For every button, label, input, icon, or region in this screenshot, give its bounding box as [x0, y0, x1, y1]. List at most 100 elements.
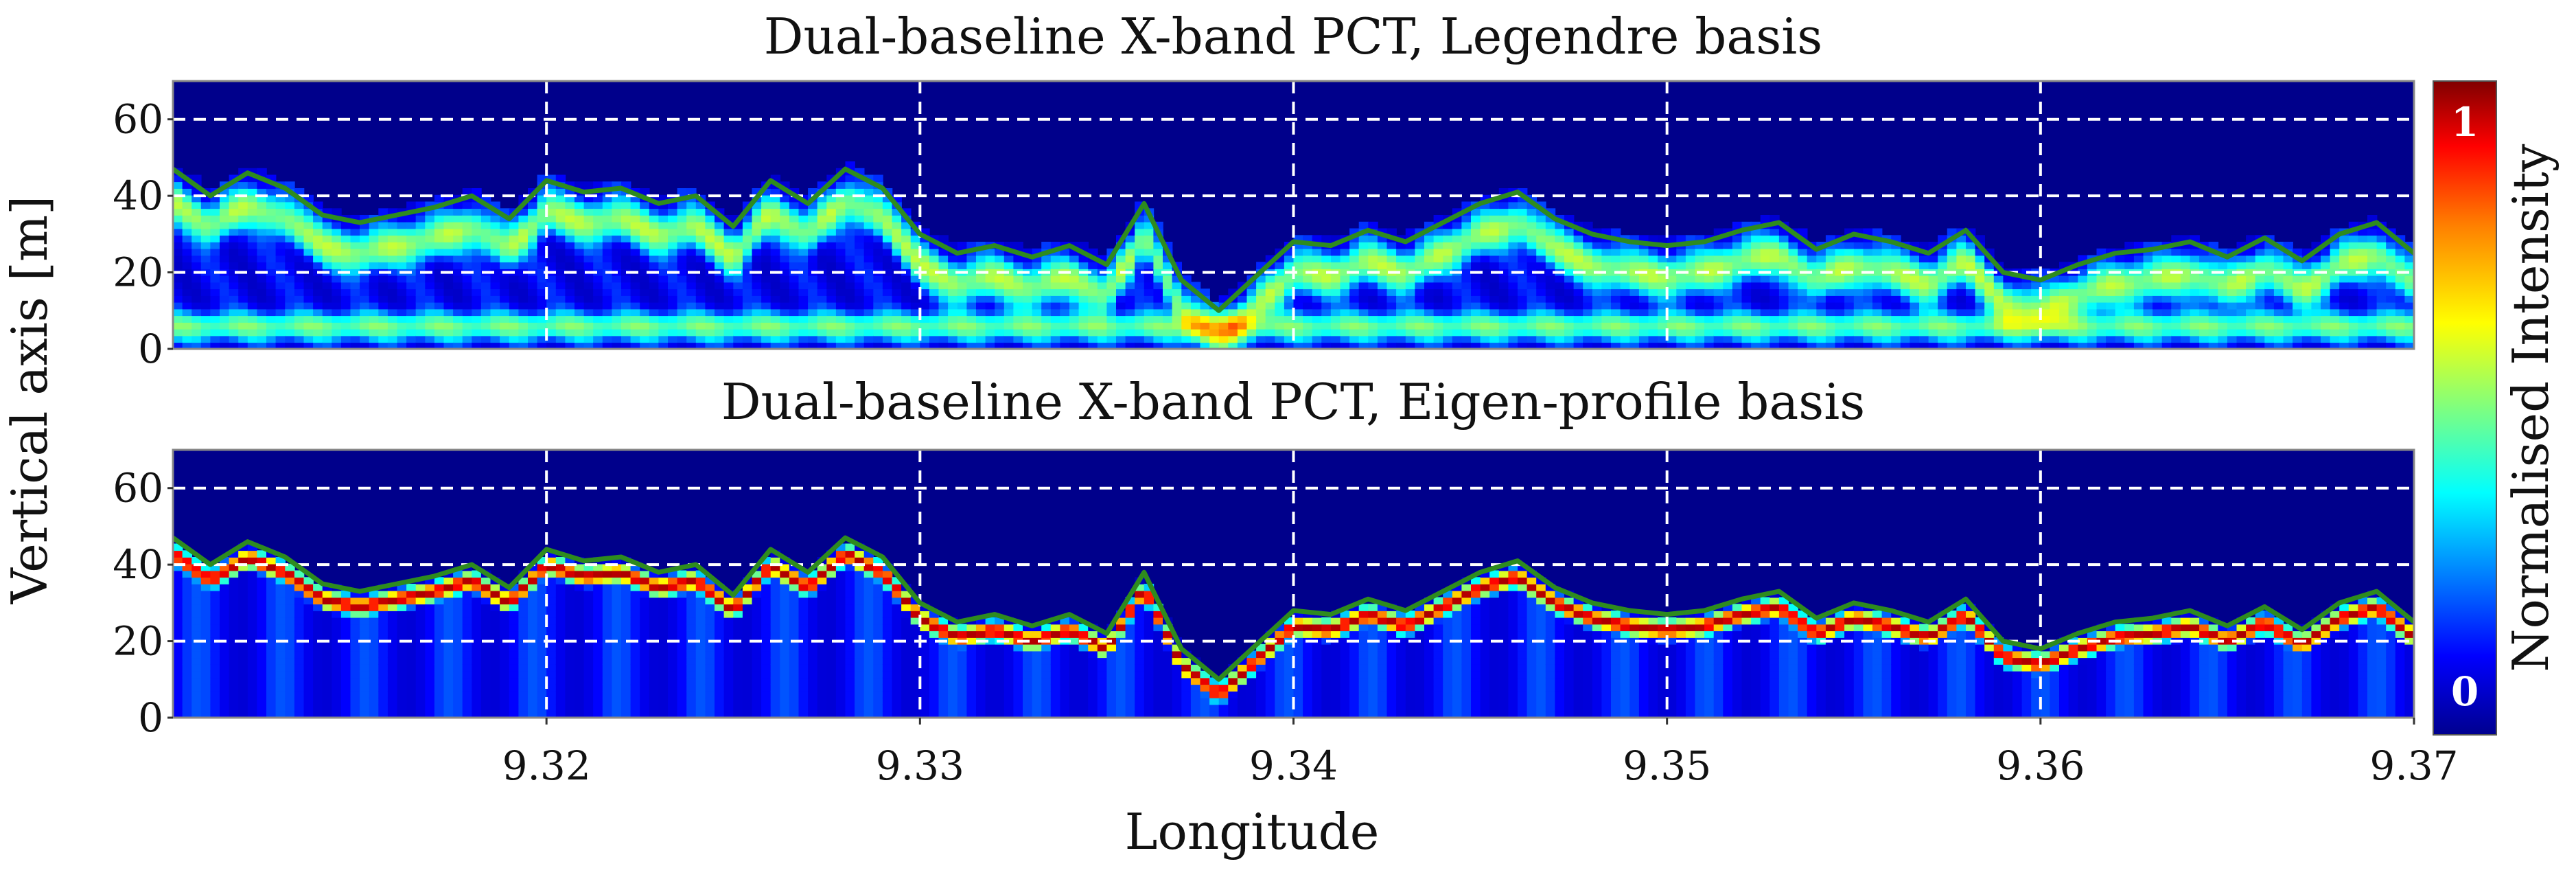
intensity-cell	[443, 242, 454, 249]
intensity-cell	[2106, 308, 2116, 317]
intensity-cell	[303, 711, 314, 718]
intensity-cell	[761, 228, 771, 236]
intensity-cell	[1676, 308, 1686, 317]
intensity-cell	[2012, 282, 2023, 290]
intensity-cell	[332, 301, 342, 310]
intensity-cell	[1853, 288, 1864, 296]
intensity-cell	[920, 282, 930, 290]
intensity-cell	[1023, 295, 1033, 303]
intensity-cell	[855, 275, 865, 283]
intensity-cell	[826, 262, 837, 269]
intensity-cell	[275, 650, 286, 659]
intensity-cell	[182, 677, 192, 685]
intensity-cell	[266, 684, 277, 692]
intensity-cell	[2068, 322, 2078, 330]
intensity-cell	[397, 221, 407, 229]
intensity-cell	[220, 570, 230, 578]
intensity-cell	[425, 282, 435, 290]
intensity-cell	[173, 677, 183, 685]
intensity-cell	[1050, 315, 1061, 323]
intensity-cell	[612, 275, 622, 283]
intensity-cell	[1527, 275, 1537, 283]
intensity-cell	[686, 328, 697, 337]
intensity-cell	[1881, 288, 1892, 296]
intensity-cell	[1050, 335, 1061, 343]
intensity-cell	[2236, 255, 2247, 263]
intensity-cell	[266, 301, 277, 310]
intensity-cell	[863, 221, 874, 229]
intensity-cell	[855, 201, 865, 209]
intensity-cell	[658, 308, 669, 317]
intensity-cell	[2395, 335, 2406, 343]
intensity-cell	[350, 328, 360, 337]
intensity-cell	[1144, 301, 1154, 310]
intensity-cell	[1638, 288, 1649, 296]
intensity-cell	[1891, 262, 1901, 269]
intensity-cell	[920, 248, 930, 256]
intensity-cell	[892, 221, 902, 229]
intensity-cell	[1984, 335, 1995, 343]
intensity-cell	[845, 208, 855, 216]
intensity-cell	[1013, 315, 1023, 323]
intensity-cell	[2395, 328, 2406, 337]
intensity-cell	[1573, 242, 1583, 249]
intensity-cell	[443, 248, 454, 256]
intensity-cell	[2348, 335, 2359, 343]
intensity-cell	[1452, 221, 1463, 229]
intensity-cell	[1498, 208, 1509, 216]
intensity-cell	[2199, 269, 2209, 276]
intensity-cell	[2227, 255, 2238, 263]
intensity-cell	[360, 282, 370, 290]
intensity-cell	[1629, 275, 1640, 283]
intensity-cell	[173, 255, 183, 263]
intensity-cell	[1638, 342, 1649, 349]
intensity-cell	[817, 248, 828, 256]
intensity-cell	[2180, 242, 2191, 249]
intensity-cell	[490, 342, 500, 349]
intensity-cell	[220, 577, 230, 584]
intensity-cell	[2301, 275, 2312, 283]
intensity-cell	[2199, 328, 2209, 337]
intensity-cell	[528, 288, 538, 296]
intensity-cell	[247, 684, 258, 692]
intensity-cell	[742, 242, 753, 249]
intensity-cell	[630, 275, 640, 283]
intensity-cell	[1798, 322, 1808, 330]
intensity-cell	[882, 221, 893, 229]
intensity-cell	[210, 221, 220, 229]
intensity-cell	[1312, 328, 1323, 337]
intensity-cell	[2059, 315, 2069, 323]
intensity-cell	[1536, 282, 1546, 290]
intensity-cell	[2124, 275, 2135, 283]
intensity-cell	[1835, 242, 1845, 249]
intensity-cell	[1676, 342, 1686, 349]
intensity-cell	[2087, 282, 2098, 290]
intensity-cell	[1835, 262, 1845, 269]
intensity-cell	[1489, 228, 1500, 236]
intensity-cell	[182, 604, 192, 611]
intensity-cell	[1760, 335, 1771, 343]
intensity-cell	[1312, 295, 1323, 303]
intensity-cell	[761, 255, 771, 263]
intensity-cell	[1396, 342, 1406, 349]
intensity-cell	[528, 242, 538, 249]
intensity-cell	[1461, 288, 1472, 296]
intensity-cell	[565, 228, 575, 236]
intensity-cell	[1163, 295, 1173, 303]
intensity-cell	[555, 188, 566, 196]
intensity-cell	[649, 335, 660, 343]
intensity-cell	[1760, 295, 1771, 303]
intensity-cell	[2395, 275, 2406, 283]
intensity-cell	[192, 322, 202, 330]
intensity-cell	[2124, 335, 2135, 343]
intensity-cell	[1798, 295, 1808, 303]
intensity-cell	[798, 275, 809, 283]
intensity-cell	[1910, 308, 1920, 317]
intensity-cell	[1975, 335, 1985, 343]
intensity-cell	[593, 275, 603, 283]
intensity-cell	[1433, 342, 1443, 349]
intensity-cell	[1443, 282, 1453, 290]
intensity-cell	[1368, 221, 1378, 229]
intensity-cell	[1638, 295, 1649, 303]
intensity-cell	[229, 711, 239, 718]
